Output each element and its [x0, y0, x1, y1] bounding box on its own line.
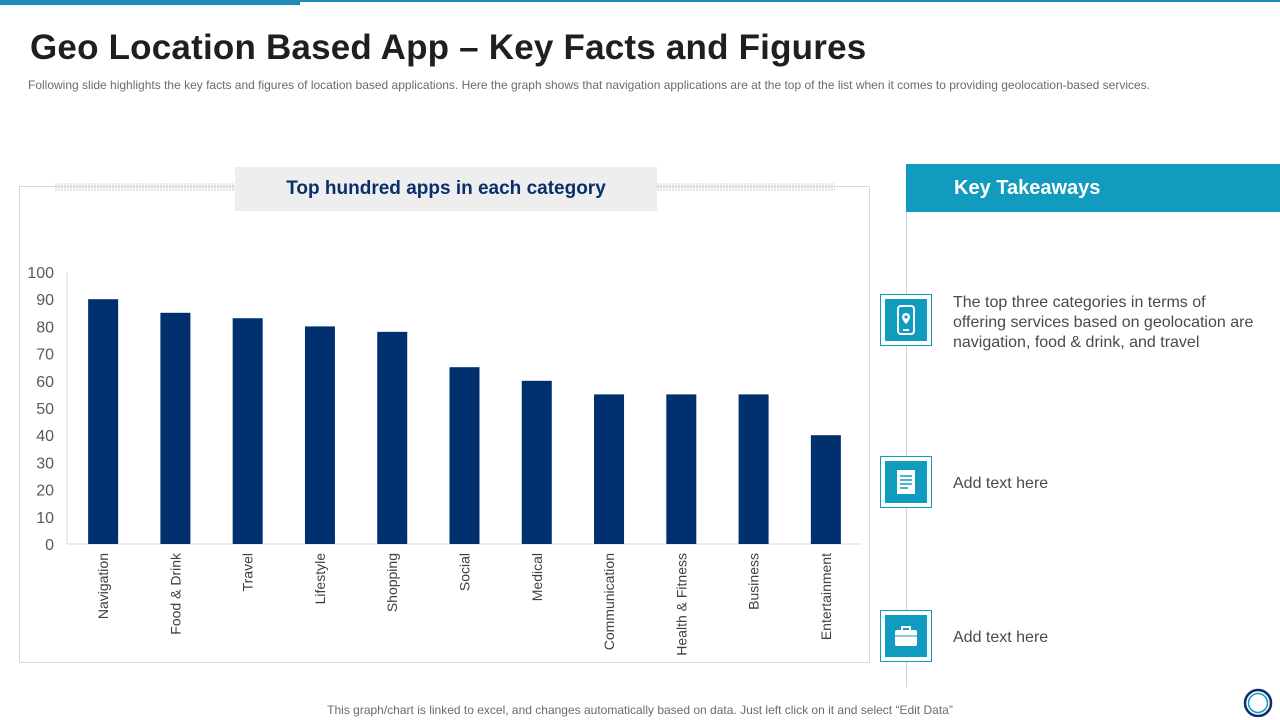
y-tick-label: 60 [36, 374, 54, 391]
chart-title-ornament-right [657, 183, 835, 191]
smartphone-location-icon [897, 305, 915, 335]
y-tick-label: 50 [36, 401, 54, 418]
y-tick-label: 0 [45, 537, 54, 554]
bar-communication[interactable] [594, 394, 625, 544]
y-tick-label: 20 [36, 483, 54, 500]
x-tick-label: Social [457, 553, 473, 591]
briefcase-icon [895, 626, 917, 646]
bar-social[interactable] [449, 367, 480, 544]
x-tick-label: Health & Fitness [673, 553, 689, 656]
y-tick-label: 80 [36, 319, 54, 336]
takeaways-divider [906, 212, 907, 687]
bar-navigation[interactable] [88, 299, 119, 544]
circle-logo-icon [1243, 688, 1273, 717]
document-icon [897, 470, 915, 494]
takeaway-1-icon-box [880, 294, 932, 346]
page-subtitle: Following slide highlights the key facts… [28, 78, 1150, 92]
x-tick-label: Food & Drink [167, 552, 183, 635]
bar-entertainment[interactable] [810, 435, 841, 544]
top-accent-bar [0, 0, 300, 5]
chart-title-box: Top hundred apps in each category [235, 167, 657, 211]
chart-title-ornament-left [55, 183, 235, 191]
bar-travel[interactable] [232, 318, 263, 544]
y-tick-label: 100 [27, 265, 54, 282]
takeaway-1-text: The top three categories in terms of off… [953, 294, 1254, 351]
bar-food-drink[interactable] [160, 312, 191, 544]
x-tick-label: Lifestyle [312, 553, 328, 605]
page-title: Geo Location Based App – Key Facts and F… [30, 28, 867, 67]
x-tick-label: Communication [601, 553, 617, 650]
y-tick-label: 40 [36, 428, 54, 445]
bar-health-fitness[interactable] [666, 394, 697, 544]
y-tick-label: 90 [36, 292, 54, 309]
takeaway-2-text: Add text here [953, 475, 1049, 492]
x-tick-label: Navigation [95, 553, 111, 619]
x-tick-label: Travel [240, 553, 256, 591]
bar-lifestyle[interactable] [304, 326, 335, 544]
x-tick-label: Medical [529, 553, 545, 601]
x-tick-label: Entertainment [818, 553, 834, 640]
takeaway-3-text: Add text here [953, 629, 1049, 646]
key-takeaways-title: Key Takeaways [954, 177, 1101, 199]
footer-note: This graph/chart is linked to excel, and… [327, 703, 953, 717]
key-takeaways-header: Key Takeaways [906, 164, 1280, 212]
y-tick-label: 30 [36, 455, 54, 472]
bar-shopping[interactable] [377, 331, 408, 544]
x-tick-label: Business [746, 553, 762, 610]
takeaway-2-icon-box [880, 456, 932, 508]
bar-medical[interactable] [521, 380, 552, 544]
x-tick-label: Shopping [384, 553, 400, 612]
top-accent-line [300, 0, 1280, 2]
chart-title: Top hundred apps in each category [286, 178, 606, 199]
y-tick-label: 70 [36, 347, 54, 364]
bar-business[interactable] [738, 394, 769, 544]
takeaway-3-icon-box [880, 610, 932, 662]
y-tick-label: 10 [36, 510, 54, 527]
